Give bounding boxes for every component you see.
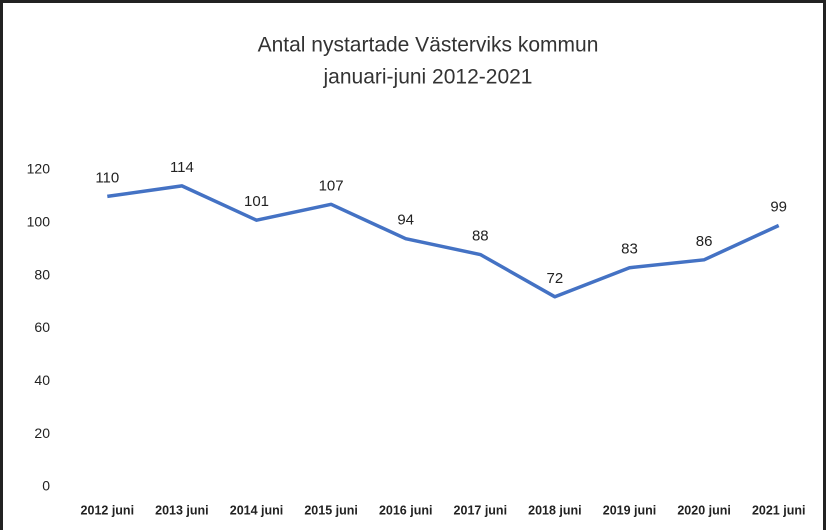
y-tick-label: 40 xyxy=(34,372,50,388)
y-tick-label: 20 xyxy=(34,425,50,441)
data-label: 110 xyxy=(95,169,119,186)
x-tick-label: 2014 juni xyxy=(230,503,284,517)
x-tick-label: 2020 juni xyxy=(677,503,731,517)
chart-subtitle: januari-juni 2012-2021 xyxy=(323,66,533,89)
x-tick-label: 2017 juni xyxy=(454,503,508,517)
data-label: 114 xyxy=(170,159,194,176)
y-tick-label: 0 xyxy=(42,478,50,494)
chart-title: Antal nystartade Västerviks kommun xyxy=(258,34,599,57)
line xyxy=(107,184,780,299)
data-label: 94 xyxy=(397,212,414,229)
y-tick-label: 100 xyxy=(27,214,51,230)
data-label: 107 xyxy=(319,177,344,194)
data-label: 88 xyxy=(472,228,489,245)
data-label: 99 xyxy=(770,198,787,215)
data-label: 86 xyxy=(696,233,713,250)
x-tick-label: 2021 juni xyxy=(752,503,806,517)
x-tick-label: 2018 juni xyxy=(528,503,582,517)
x-tick-label: 2016 juni xyxy=(379,503,433,517)
data-label: 101 xyxy=(244,193,269,210)
x-tick-label: 2019 juni xyxy=(603,503,657,517)
x-tick-label: 2015 juni xyxy=(304,503,358,517)
x-tick-label: 2013 juni xyxy=(155,503,209,517)
x-tick-label: 2012 juni xyxy=(81,503,135,517)
data-label: 83 xyxy=(621,241,638,258)
data-label: 72 xyxy=(547,270,564,287)
y-tick-label: 60 xyxy=(34,319,50,335)
y-tick-label: 80 xyxy=(34,266,50,282)
y-tick-label: 120 xyxy=(27,161,51,177)
